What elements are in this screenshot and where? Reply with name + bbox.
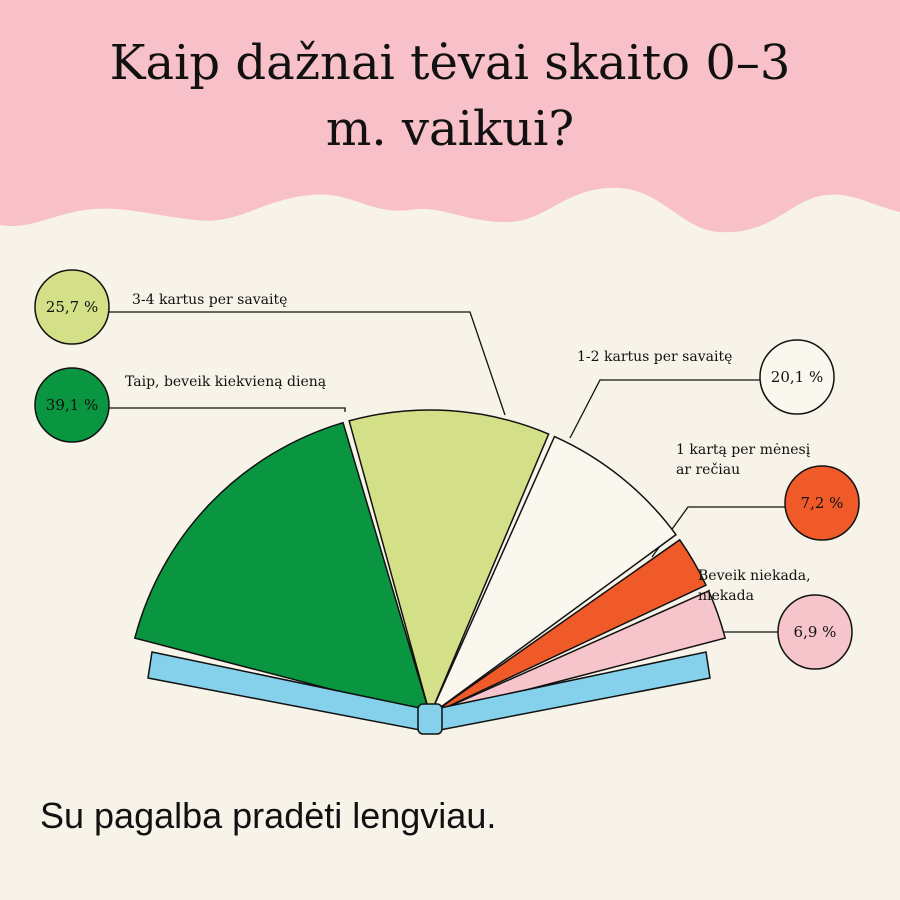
leader-line bbox=[108, 311, 506, 416]
value-bubbles: 39,1 % 25,7 % 20,1 % 7,2 % 6,9 % bbox=[34, 269, 860, 670]
leader-line bbox=[569, 379, 760, 439]
pie-slice bbox=[429, 589, 727, 716]
value-bubble bbox=[777, 594, 853, 670]
footer: Su pagalba pradėti lengviau. bbox=[40, 795, 497, 836]
value-bubble bbox=[784, 465, 860, 541]
category-label: 3-4 kartus per savaitę bbox=[132, 292, 288, 308]
category-label: 1 kartą per mėnesį ar rečiau bbox=[676, 442, 811, 478]
category-label: Beveik niekada, niekada bbox=[698, 568, 811, 604]
pie-slice bbox=[133, 421, 432, 717]
pie-slice bbox=[348, 409, 550, 718]
pie-slice bbox=[429, 538, 707, 716]
category-label: Taip, beveik kiekvieną dieną bbox=[125, 374, 327, 390]
cloud-background bbox=[0, 0, 900, 233]
value-bubble bbox=[759, 339, 835, 415]
value-label: 25,7 % bbox=[46, 298, 98, 316]
book-spine bbox=[417, 703, 443, 735]
value-label: 20,1 % bbox=[771, 368, 823, 386]
title: Kaip dažnai tėvai skaito 0–3 m. vaikui? bbox=[109, 35, 791, 157]
value-label: 6,9 % bbox=[794, 623, 837, 641]
category-label: 1-2 kartus per savaitę bbox=[577, 349, 733, 365]
pie bbox=[133, 409, 727, 718]
value-bubble bbox=[34, 367, 110, 443]
value-bubble bbox=[34, 269, 110, 345]
value-label: 7,2 % bbox=[801, 494, 844, 512]
pie-slice bbox=[428, 435, 678, 718]
value-label: 39,1 % bbox=[46, 396, 98, 414]
leader-line bbox=[108, 407, 346, 412]
